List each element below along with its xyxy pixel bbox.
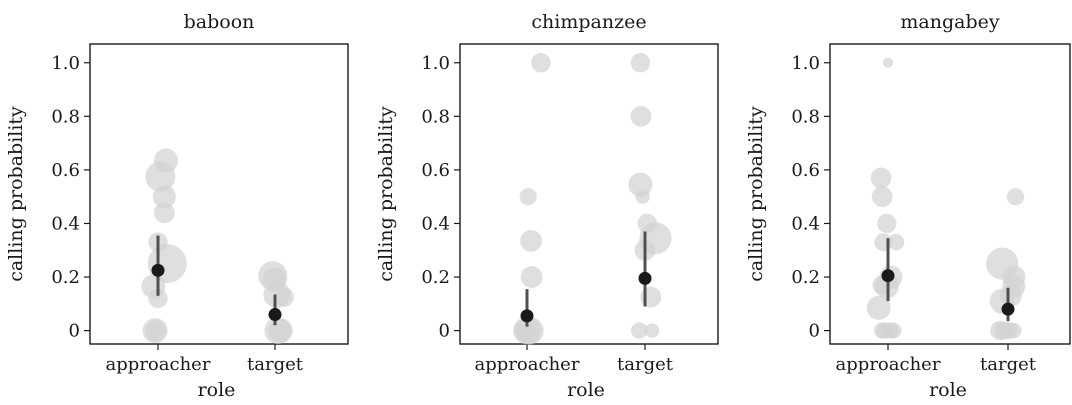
y-tick-label: 0.2: [791, 267, 820, 288]
raw-data-point: [268, 318, 293, 343]
x-tick-label: approacher: [475, 354, 580, 375]
y-tick-label: 0.2: [421, 267, 450, 288]
raw-data-point: [520, 229, 542, 252]
y-tick-label: 0.8: [791, 106, 820, 127]
y-tick-label: 1.0: [51, 53, 80, 74]
raw-data-point: [637, 213, 658, 234]
y-tick-label: 0.4: [51, 213, 80, 234]
raw-data-point: [631, 322, 648, 339]
raw-data-point: [630, 53, 651, 73]
x-tick-label: approacher: [836, 354, 941, 375]
panel-mangabey: mangabey 0 0.2 0.4 0.6 0.8 1.0 calling probabil…: [745, 11, 1071, 401]
raw-data-point: [870, 167, 892, 189]
y-tick-label: 0.6: [421, 160, 450, 181]
x-axis-label: role: [567, 379, 605, 401]
y-tick-label: 0.6: [791, 160, 820, 181]
x-axis-label: role: [929, 379, 967, 401]
raw-data-point: [153, 202, 175, 224]
model-estimate-point: [268, 308, 282, 322]
raw-data-point: [154, 148, 179, 173]
raw-data-point: [886, 322, 902, 339]
panel-title: baboon: [184, 11, 255, 33]
plot-frame: [829, 43, 1071, 345]
y-tick-label: 1.0: [791, 53, 820, 74]
y-tick-label: 0: [809, 321, 820, 342]
raw-data-point: [520, 266, 543, 288]
raw-data-point: [866, 295, 891, 320]
raw-data-point: [274, 287, 294, 307]
raw-data-point: [513, 320, 535, 342]
y-tick-label: 0.4: [791, 213, 820, 234]
plot-frame: [459, 43, 719, 345]
raw-data-point: [877, 213, 897, 234]
panel-baboon: baboon 0 0.2 0.4 0.6 0.8 1.0 calling probabilit…: [5, 11, 349, 401]
model-estimate-point: [638, 271, 652, 285]
y-axis-label: calling probability: [745, 106, 767, 282]
y-tick-label: 0.2: [51, 267, 80, 288]
x-tick-label: target: [617, 354, 674, 375]
raw-data-point: [630, 105, 652, 127]
model-estimate-point: [520, 309, 534, 323]
y-tick-label: 0.8: [421, 106, 450, 127]
y-axis-label: calling probability: [5, 106, 27, 282]
raw-data-point: [1006, 322, 1022, 339]
raw-data-point: [882, 57, 894, 68]
panel-title: mangabey: [900, 11, 999, 33]
raw-data-point: [145, 320, 167, 342]
x-tick-label: target: [980, 354, 1037, 375]
model-estimate-point: [881, 269, 895, 283]
raw-data-point: [519, 188, 537, 206]
y-tick-label: 0: [69, 321, 80, 342]
raw-data-point: [644, 323, 660, 338]
raw-data-point: [148, 288, 168, 309]
panel-chimpanzee: chimpanzee 0 0.2 0.4 0.6 0.8 1.0 calling probab…: [375, 11, 719, 401]
raw-data-point: [1006, 188, 1025, 206]
y-tick-label: 0.4: [421, 213, 450, 234]
panel-title: chimpanzee: [531, 11, 646, 33]
raw-data-point: [628, 172, 653, 197]
x-tick-label: approacher: [106, 354, 211, 375]
raw-data-point: [986, 247, 1019, 280]
y-tick-label: 0: [439, 321, 450, 342]
model-estimate-point: [151, 263, 165, 277]
raw-data-point: [871, 186, 893, 208]
y-axis-label: calling probability: [375, 106, 397, 282]
raw-data-point: [887, 234, 905, 251]
raw-data-point: [531, 53, 551, 73]
y-tick-label: 0.8: [51, 106, 80, 127]
x-tick-label: target: [247, 354, 304, 375]
model-estimate-point: [1001, 302, 1015, 316]
y-tick-label: 1.0: [421, 53, 450, 74]
y-tick-label: 0.6: [51, 160, 80, 181]
x-axis-label: role: [198, 379, 236, 401]
plot-frame: [89, 43, 349, 345]
